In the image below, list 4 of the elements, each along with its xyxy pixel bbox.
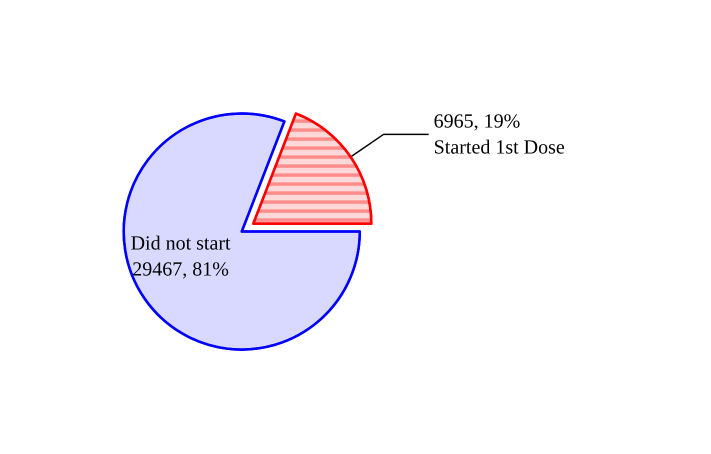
slice-label: Started 1st Dose bbox=[434, 136, 565, 158]
slice-label: Did not start bbox=[130, 232, 232, 255]
data-label: 6965, 19% bbox=[434, 110, 520, 132]
data-label: 29467, 81% bbox=[132, 258, 229, 281]
